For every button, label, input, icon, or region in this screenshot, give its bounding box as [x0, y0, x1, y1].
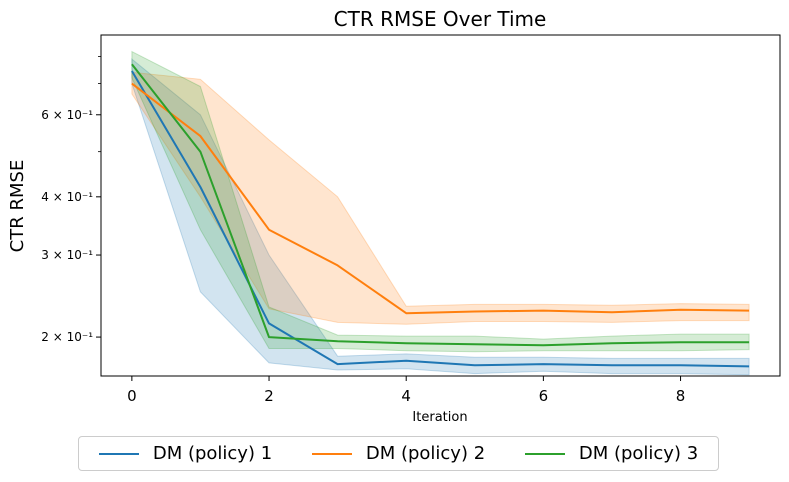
legend-item-series-3: DM (policy) 3 [524, 443, 699, 464]
x-tick-label: 4 [401, 387, 411, 405]
band-series-2 [131, 71, 750, 325]
series-lines [131, 63, 750, 368]
legend-item-series-1: DM (policy) 1 [98, 443, 273, 464]
band-series-3 [131, 50, 750, 353]
confidence-bands [131, 50, 750, 376]
legend-item-series-2: DM (policy) 2 [311, 443, 486, 464]
legend-label: DM (policy) 3 [578, 443, 699, 464]
chart-title: CTR RMSE Over Time [334, 7, 547, 31]
legend-swatch [524, 452, 565, 455]
legend: DM (policy) 1 DM (policy) 2 DM (policy) 3 [78, 436, 719, 471]
x-axis: 0 2 4 6 8 [127, 376, 685, 405]
legend-label: DM (policy) 2 [365, 443, 486, 464]
x-tick-label: 8 [676, 387, 686, 405]
y-tick-label: 4 × 10⁻¹ [41, 190, 93, 204]
x-tick-label: 0 [127, 387, 137, 405]
plot-frame [100, 34, 781, 377]
line-series-1 [131, 70, 750, 368]
x-tick-label: 6 [539, 387, 549, 405]
x-tick-label: 2 [264, 387, 274, 405]
line-series-2 [131, 82, 750, 315]
legend-swatch [98, 452, 139, 455]
legend-label: DM (policy) 1 [152, 443, 273, 464]
band-series-1 [131, 58, 750, 376]
y-tick-label: 2 × 10⁻¹ [41, 330, 93, 344]
y-tick-label: 6 × 10⁻¹ [41, 108, 93, 122]
y-axis-label: CTR RMSE [7, 160, 28, 253]
x-axis-label: Iteration [412, 410, 467, 425]
y-tick-label: 3 × 10⁻¹ [41, 248, 93, 262]
line-series-3 [131, 63, 750, 347]
legend-swatch [311, 452, 352, 455]
y-axis: 6 × 10⁻¹ 4 × 10⁻¹ 3 × 10⁻¹ 2 × 10⁻¹ [41, 56, 101, 344]
